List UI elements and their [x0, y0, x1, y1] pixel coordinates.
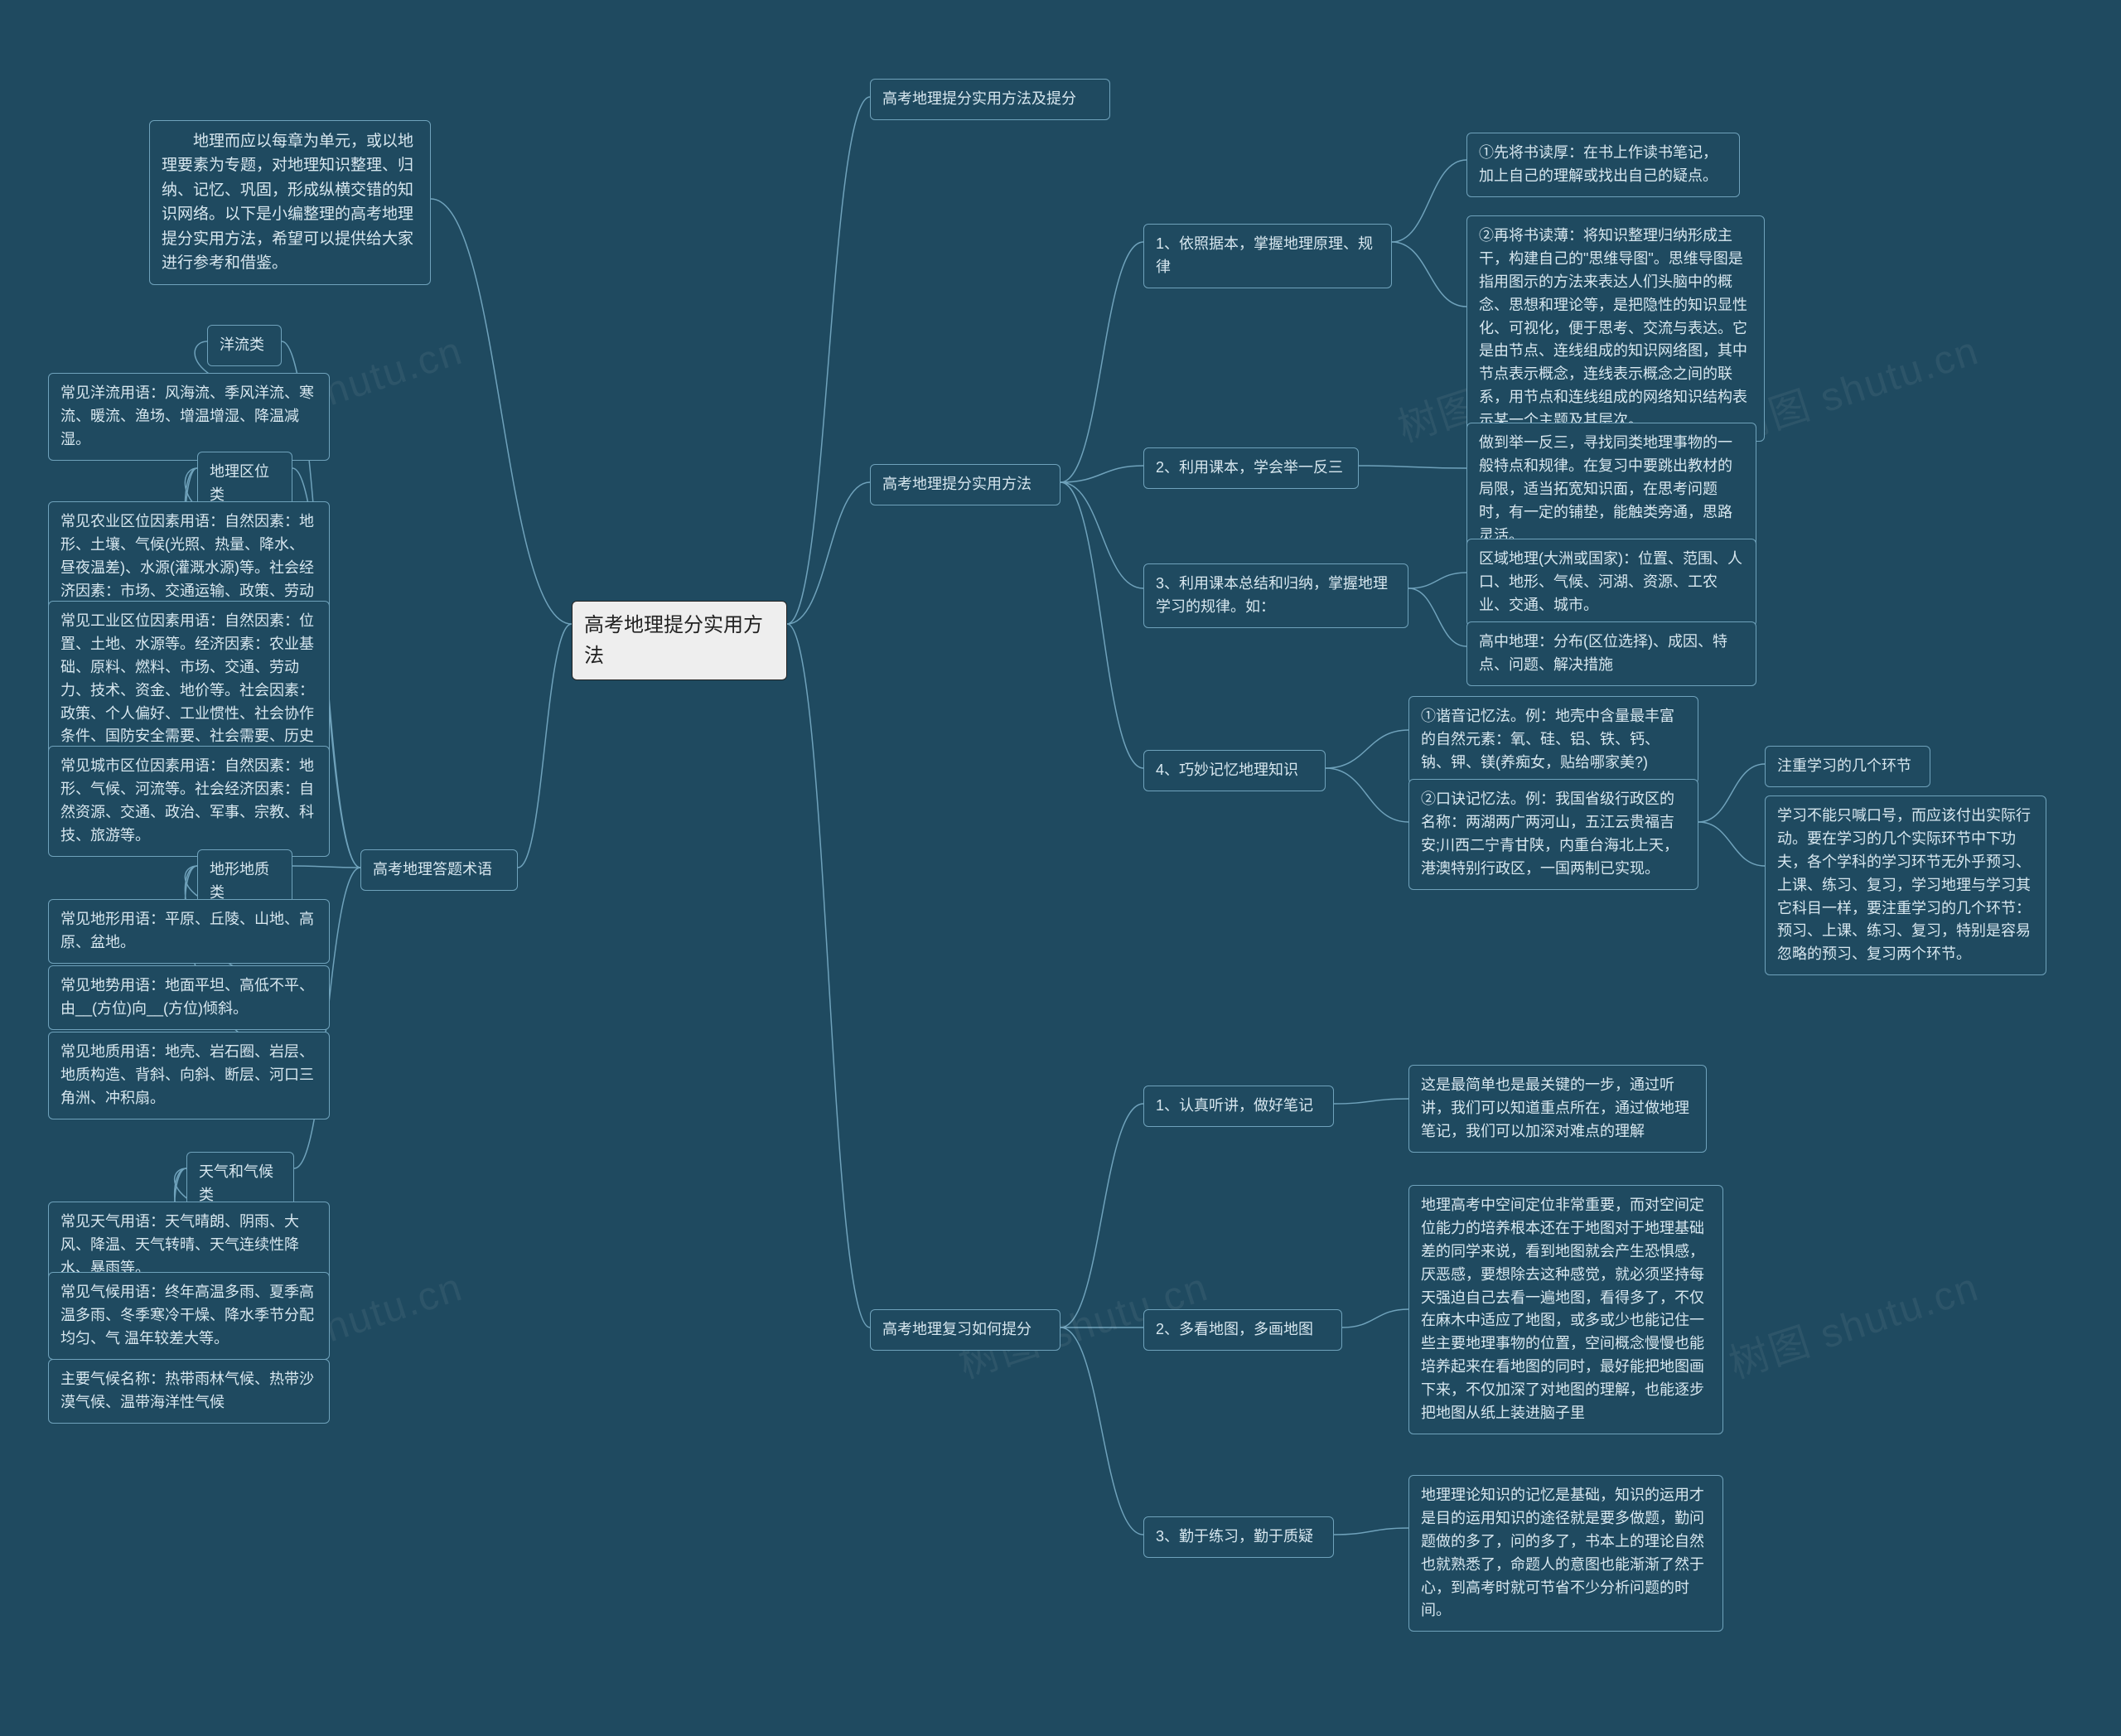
- connector: [1698, 822, 1765, 866]
- connector: [1334, 1528, 1408, 1535]
- connector: [1060, 466, 1143, 482]
- mindmap-node-b2[interactable]: 高考地理提分实用方法: [870, 464, 1060, 505]
- mindmap-node-b2-1[interactable]: 1、依照据本，掌握地理原理、规律: [1143, 224, 1392, 288]
- connector: [1392, 242, 1466, 307]
- mindmap-node-t3-1[interactable]: 常见地形用语：平原、丘陵、山地、高原、盆地。: [48, 899, 330, 964]
- mindmap-node-b2-3-1[interactable]: 区域地理(大洲或国家)：位置、范围、人口、地形、气候、河湖、资源、工农业、交通、…: [1466, 539, 1756, 626]
- mindmap-node-b1[interactable]: 高考地理提分实用方法及提分: [870, 79, 1110, 120]
- mindmap-node-t2-3[interactable]: 常见城市区位因素用语：自然因素：地形、气候、河流等。社会经济因素：自然资源、交通…: [48, 746, 330, 857]
- mindmap-node-b2-4-1[interactable]: ①谐音记忆法。例：地壳中含量最丰富的自然元素：氧、硅、铝、铁、钙、钠、钾、镁(养…: [1408, 696, 1698, 784]
- mindmap-node-b2-2[interactable]: 2、利用课本，学会举一反三: [1143, 447, 1359, 489]
- mindmap-node-b2-2-1[interactable]: 做到举一反三，寻找同类地理事物的一般特点和规律。在复习中要跳出教材的局限，适当拓…: [1466, 423, 1756, 556]
- mindmap-node-t4-3[interactable]: 主要气候名称：热带雨林气候、热带沙漠气候、温带海洋性气候: [48, 1359, 330, 1424]
- mindmap-node-b2-1-2[interactable]: ②再将书读薄：将知识整理归纳形成主干，构建自己的"思维导图"。思维导图是指用图示…: [1466, 215, 1765, 442]
- mindmap-node-t1-1[interactable]: 常见洋流用语：风海流、季风洋流、寒流、暖流、渔场、增温增湿、降温减湿。: [48, 373, 330, 461]
- connector: [431, 199, 572, 624]
- mindmap-node-b3-2[interactable]: 2、多看地图，多画地图: [1143, 1309, 1342, 1351]
- mindmap-node-t3-3[interactable]: 常见地质用语：地壳、岩石圈、岩层、地质构造、背斜、向斜、断层、河口三角洲、冲积扇…: [48, 1032, 330, 1119]
- connector: [518, 624, 572, 868]
- mindmap-node-b2-3[interactable]: 3、利用课本总结和归纳，掌握地理学习的规律。如：: [1143, 563, 1408, 628]
- connector: [1060, 482, 1143, 588]
- mindmap-node-b3-2-1[interactable]: 地理高考中空间定位非常重要，而对空间定位能力的培养根本还在于地图对于地理基础差的…: [1408, 1185, 1723, 1434]
- mindmap-node-b3[interactable]: 高考地理复习如何提分: [870, 1309, 1060, 1351]
- mindmap-node-root[interactable]: 高考地理提分实用方法: [572, 601, 787, 680]
- mindmap-node-b2-1-1[interactable]: ①先将书读厚：在书上作读书笔记，加上自己的理解或找出自己的疑点。: [1466, 133, 1740, 197]
- connector: [1060, 1104, 1143, 1327]
- watermark: 树图 shutu.cn: [1721, 1254, 1985, 1389]
- connector: [1334, 1099, 1408, 1104]
- mindmap-node-b2-4[interactable]: 4、巧妙记忆地理知识: [1143, 750, 1326, 791]
- mindmap-node-t1[interactable]: 洋流类: [207, 325, 282, 366]
- mindmap-node-b3-3[interactable]: 3、勤于练习，勤于质疑: [1143, 1516, 1334, 1558]
- connector: [1060, 482, 1143, 768]
- connector: [1326, 768, 1408, 822]
- connector: [1392, 160, 1466, 242]
- connector: [1408, 573, 1466, 588]
- mindmap-node-t3-2[interactable]: 常见地势用语：地面平坦、高低不平、由__(方位)向__(方位)倾斜。: [48, 965, 330, 1030]
- mindmap-node-b3-1-1[interactable]: 这是最简单也是最关键的一步，通过听讲，我们可以知道重点所在，通过做地理笔记，我们…: [1408, 1065, 1707, 1153]
- mindmap-node-term[interactable]: 高考地理答题术语: [360, 849, 518, 891]
- mindmap-node-b3-1[interactable]: 1、认真听讲，做好笔记: [1143, 1086, 1334, 1127]
- mindmap-node-b2-4-2-a[interactable]: 注重学习的几个环节: [1765, 746, 1930, 787]
- connector: [1359, 466, 1466, 468]
- connector: [1698, 764, 1765, 822]
- connector: [787, 482, 870, 624]
- mindmap-canvas: 树图 shutu.cn树图 shutu.cn树图 shutu.cn树图 shut…: [0, 0, 2121, 1736]
- connector: [292, 866, 360, 868]
- connector: [1060, 1327, 1143, 1535]
- mindmap-node-b3-3-1[interactable]: 地理理论知识的记忆是基础，知识的运用才是目的运用知识的途径就是要多做题，勤问题做…: [1408, 1475, 1723, 1632]
- connector: [1408, 588, 1466, 646]
- mindmap-node-b2-4-2-b[interactable]: 学习不能只喊口号，而应该付出实际行动。要在学习的几个实际环节中下功夫，各个学科的…: [1765, 795, 2046, 975]
- mindmap-node-t4-2[interactable]: 常见气候用语：终年高温多雨、夏季高温多雨、冬季寒冷干燥、降水季节分配均匀、气 温…: [48, 1272, 330, 1360]
- connector: [1326, 730, 1408, 768]
- connector: [787, 97, 870, 624]
- connector: [787, 624, 870, 1327]
- mindmap-node-b2-3-2[interactable]: 高中地理：分布(区位选择)、成因、特点、问题、解决措施: [1466, 621, 1756, 686]
- mindmap-node-b2-4-2[interactable]: ②口诀记忆法。例：我国省级行政区的名称：两湖两广两河山，五江云贵福吉安;川西二宁…: [1408, 779, 1698, 890]
- mindmap-node-intro[interactable]: 地理而应以每章为单元，或以地理要素为专题，对地理知识整理、归纳、记忆、巩固，形成…: [149, 120, 431, 285]
- connector: [1342, 1309, 1408, 1327]
- connector: [1060, 242, 1143, 482]
